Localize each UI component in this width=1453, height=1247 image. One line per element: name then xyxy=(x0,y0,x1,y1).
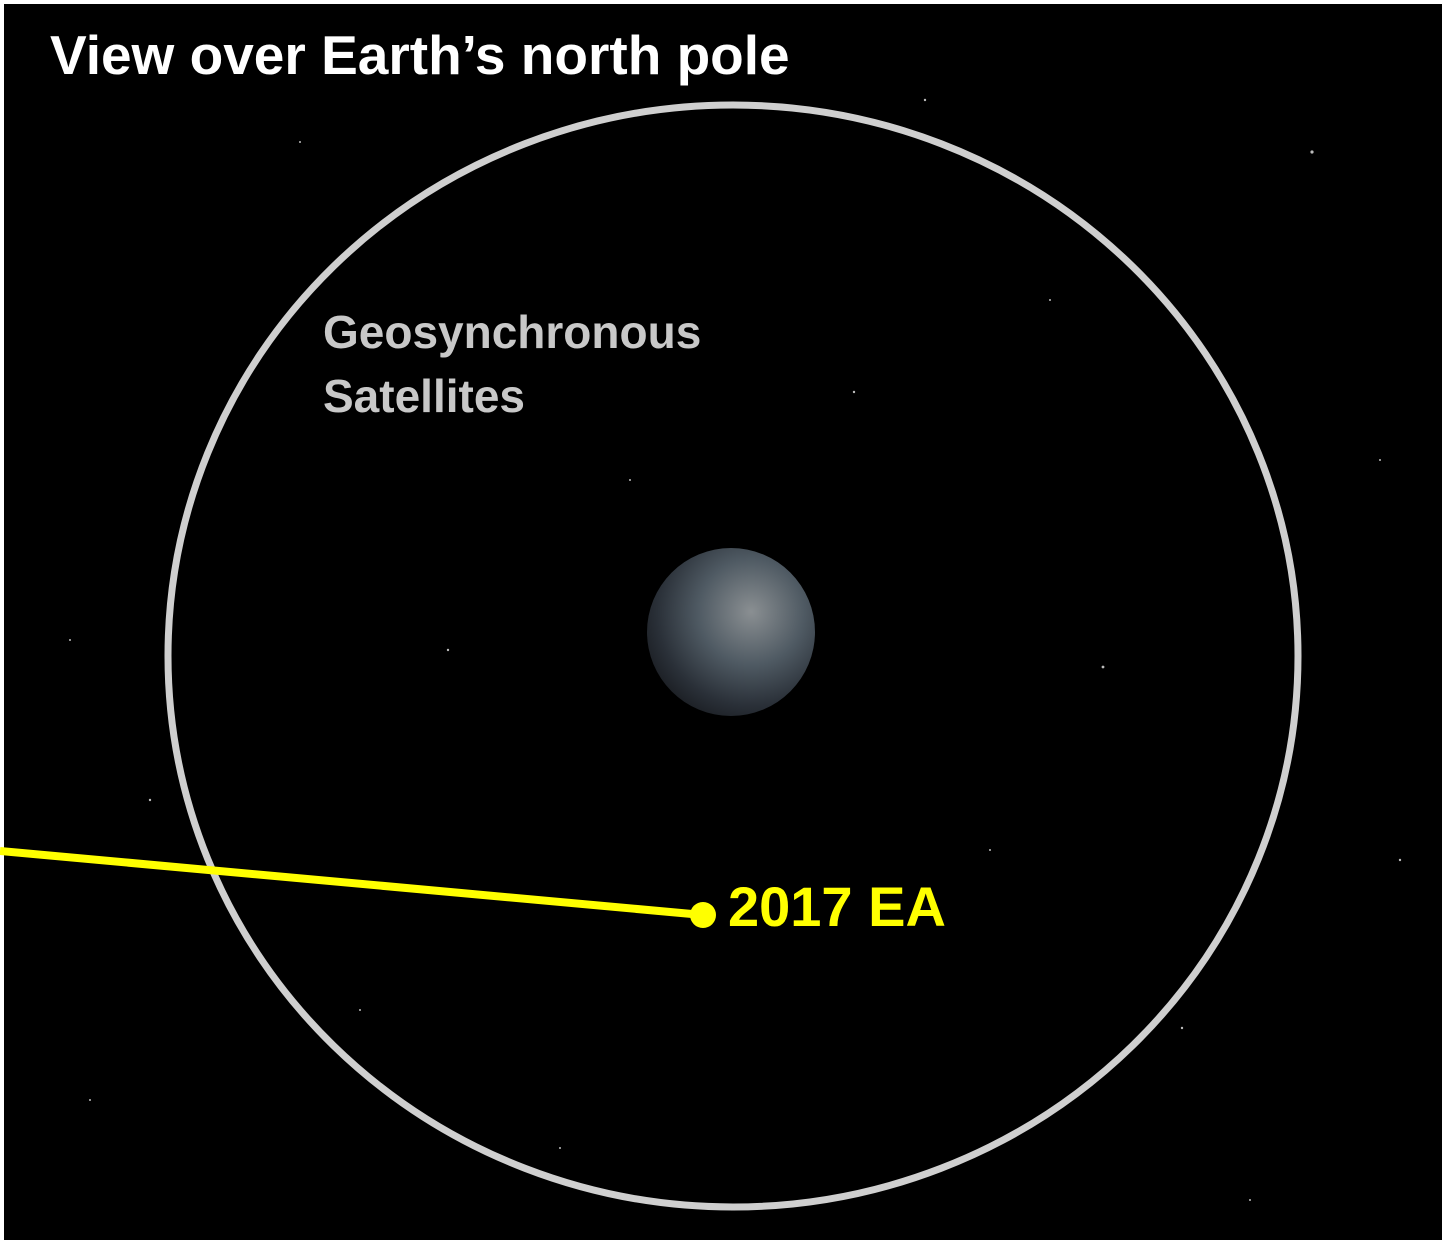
asteroid-label: 2017 EA xyxy=(728,875,946,938)
page: {"header": {"title": "View over Earth’s … xyxy=(0,0,1453,1247)
diagram: View over Earth’s north pole Geosynchron… xyxy=(0,0,1453,1247)
title: View over Earth’s north pole xyxy=(50,24,790,86)
asteroid-position xyxy=(690,902,716,928)
orbit-label: Geosynchronous xyxy=(323,306,701,358)
earth xyxy=(647,548,815,716)
orbit-label: Satellites xyxy=(323,370,525,422)
